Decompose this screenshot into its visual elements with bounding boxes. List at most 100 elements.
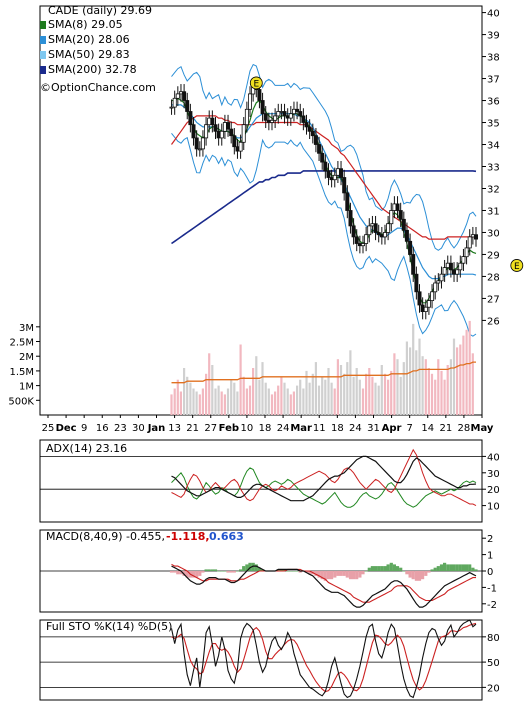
candle-body bbox=[332, 174, 337, 181]
x-axis-tick-label: Jan bbox=[147, 423, 166, 434]
volume-bar bbox=[179, 391, 182, 415]
legend-swatch bbox=[40, 21, 46, 29]
macd-histogram-bar bbox=[361, 571, 365, 575]
volume-bar bbox=[239, 344, 242, 415]
price-axis-tick-label: 37 bbox=[487, 75, 500, 86]
volume-tick-label: 1.5M bbox=[9, 367, 34, 378]
volume-bar bbox=[446, 365, 449, 415]
volume-bar bbox=[380, 365, 383, 415]
macd-histogram-bar bbox=[380, 566, 384, 571]
macd-histogram-bar bbox=[436, 566, 440, 571]
volume-bar bbox=[368, 368, 371, 415]
volume-bar bbox=[434, 379, 437, 415]
macd-histogram-bar bbox=[308, 571, 312, 575]
candle-body bbox=[411, 254, 416, 275]
macd-histogram-bar bbox=[433, 567, 437, 571]
volume-bar bbox=[205, 373, 208, 415]
candle-body bbox=[191, 124, 196, 139]
volume-bar bbox=[415, 350, 418, 415]
panel-frame-1 bbox=[39, 439, 483, 523]
macd-histogram-bar bbox=[317, 571, 321, 578]
price-axis-tick-label: 35 bbox=[487, 119, 500, 130]
macd-histogram-bar bbox=[204, 569, 208, 571]
candle-body bbox=[389, 210, 394, 225]
macd-line bbox=[171, 565, 477, 608]
volume-bar bbox=[393, 353, 396, 415]
candle-body bbox=[219, 130, 224, 139]
price-axis-tick-label: 30 bbox=[487, 228, 500, 239]
candle-body bbox=[169, 106, 174, 109]
macd-histogram-bar bbox=[191, 571, 196, 578]
candle-body bbox=[185, 100, 190, 112]
volume-bar bbox=[286, 388, 289, 415]
macd-histogram-bar bbox=[352, 571, 356, 580]
macd-histogram-bar bbox=[245, 564, 249, 571]
candle-body bbox=[307, 126, 312, 132]
macd-histogram-bar bbox=[395, 566, 400, 571]
x-axis-tick-label: 27 bbox=[204, 423, 217, 434]
legend-swatch bbox=[40, 66, 46, 74]
candle-body bbox=[282, 111, 287, 117]
macd-histogram-bar bbox=[323, 571, 327, 581]
price-axis-tick-label: 26 bbox=[487, 316, 500, 327]
macd-histogram-bar bbox=[364, 571, 368, 572]
volume-bar bbox=[201, 388, 204, 415]
candle-body bbox=[367, 225, 372, 236]
macd-histogram-bar bbox=[455, 564, 459, 571]
volume-bar bbox=[358, 379, 361, 415]
volume-bar bbox=[211, 365, 214, 415]
macd-histogram-bar bbox=[207, 569, 211, 571]
candle-body bbox=[323, 161, 328, 172]
price-panel: E E 26 27 28 29 30 31 32 33 34 35 36 37 38 39 40 25 Dec 9 16… bbox=[42, 9, 524, 434]
volume-bar bbox=[308, 382, 311, 415]
sto-axis-tick-label: 50 bbox=[487, 658, 500, 669]
candle-body bbox=[351, 225, 356, 238]
x-axis-tick-label: 13 bbox=[168, 423, 181, 434]
x-axis-tick-label: 16 bbox=[96, 423, 109, 434]
macd-histogram-bar bbox=[358, 571, 362, 578]
plus-di-line bbox=[171, 467, 477, 508]
volume-bar bbox=[220, 391, 223, 415]
panel-frame-0 bbox=[39, 5, 483, 416]
volume-bar bbox=[317, 385, 321, 415]
volume-tick-label: 2.5M bbox=[9, 338, 34, 349]
candle-body bbox=[213, 124, 218, 132]
candle-body bbox=[225, 122, 230, 130]
volume-bar bbox=[280, 376, 283, 415]
candle-body bbox=[376, 232, 381, 236]
macd-histogram-bar bbox=[261, 569, 265, 571]
price-axis-tick-label: 32 bbox=[487, 184, 500, 195]
adx-axis-tick-label: 40 bbox=[487, 452, 500, 463]
candle-body bbox=[313, 135, 318, 145]
volume-bar bbox=[456, 347, 459, 415]
macd-histogram-bar bbox=[279, 569, 283, 571]
adx-title: ADX(14) 23.16 bbox=[46, 442, 127, 455]
candle-body bbox=[373, 223, 378, 233]
macd-histogram-bar bbox=[333, 571, 337, 578]
candle-body bbox=[273, 115, 278, 121]
x-axis-tick-label: 10 bbox=[241, 423, 254, 434]
volume-bar bbox=[330, 382, 333, 415]
candle-body bbox=[229, 128, 234, 137]
earnings-marker-label: E bbox=[253, 79, 259, 89]
candle-body bbox=[448, 262, 453, 271]
candle-body bbox=[304, 122, 309, 128]
volume-bar bbox=[462, 335, 465, 415]
macd-histogram-bar bbox=[292, 571, 296, 572]
volume-bar bbox=[292, 391, 295, 415]
candle-body bbox=[467, 236, 472, 249]
volume-bar bbox=[387, 379, 390, 415]
candle-body bbox=[417, 291, 422, 306]
candle-body bbox=[423, 306, 428, 313]
volume-bar bbox=[327, 368, 330, 415]
candle-body bbox=[216, 130, 221, 139]
volume-panel: 3M 2.5M 2M 1.5M 1M 500K bbox=[8, 320, 476, 415]
candle-body bbox=[200, 137, 205, 150]
volume-tick-label: 500K bbox=[8, 396, 34, 407]
volume-bar bbox=[283, 382, 286, 415]
volume-bar bbox=[321, 376, 324, 415]
candle-body bbox=[269, 119, 274, 123]
x-axis-tick-label: 18 bbox=[259, 423, 272, 434]
x-axis-tick-label: May bbox=[471, 423, 494, 434]
